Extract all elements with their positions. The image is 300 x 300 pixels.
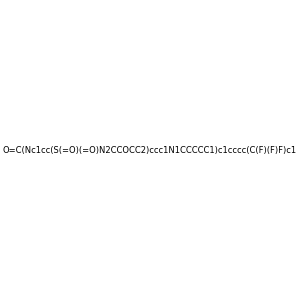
Text: O=C(Nc1cc(S(=O)(=O)N2CCOCC2)ccc1N1CCCCC1)c1cccc(C(F)(F)F)c1: O=C(Nc1cc(S(=O)(=O)N2CCOCC2)ccc1N1CCCCC1… (3, 146, 297, 154)
